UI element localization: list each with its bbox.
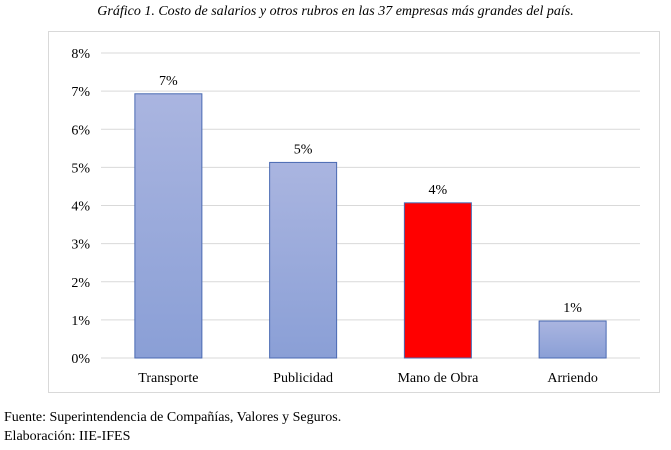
x-tick-label: Publicidad <box>273 371 333 386</box>
x-tick-label: Mano de Obra <box>397 371 479 386</box>
y-tick-label: 0% <box>71 352 90 367</box>
chart-title: Gráfico 1. Costo de salarios y otros rub… <box>97 4 574 19</box>
y-tick-label: 8% <box>71 47 90 62</box>
bar-mano-de-obra <box>403 202 472 359</box>
chart-frame <box>48 31 660 393</box>
bar-transporte <box>134 93 203 359</box>
y-tick-label: 1% <box>71 314 90 329</box>
y-tick-label: 7% <box>71 85 90 100</box>
y-tick-label: 5% <box>71 161 90 176</box>
data-label: 5% <box>294 142 313 157</box>
data-label: 4% <box>429 183 448 198</box>
x-tick-label: Transporte <box>138 371 198 386</box>
y-tick-label: 2% <box>71 276 90 291</box>
y-tick-label: 6% <box>71 123 90 138</box>
bar-publicidad <box>269 161 338 359</box>
bar-arriendo <box>538 320 607 359</box>
data-label: 7% <box>159 74 178 89</box>
y-tick-label: 3% <box>71 238 90 253</box>
data-label: 1% <box>563 301 582 316</box>
credit-note: Elaboración: IIE-IFES <box>4 429 131 444</box>
source-note: Fuente: Superintendencia de Compañías, V… <box>4 410 342 425</box>
x-tick-label: Arriendo <box>547 371 598 386</box>
y-tick-label: 4% <box>71 200 90 215</box>
